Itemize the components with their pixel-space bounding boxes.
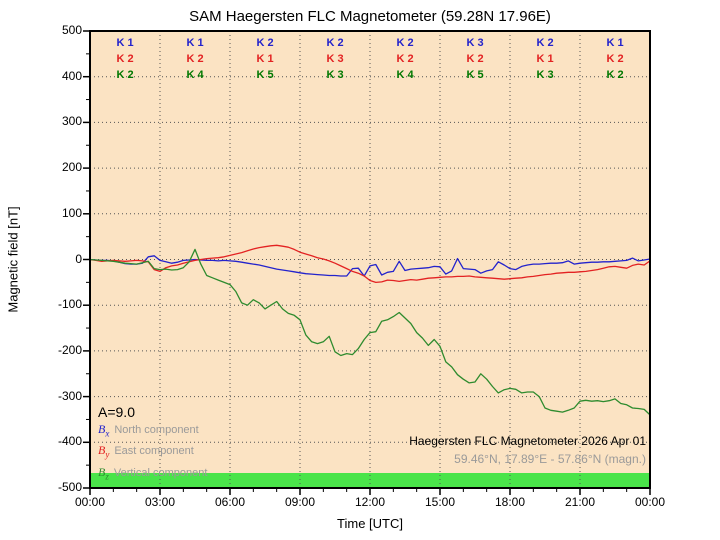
y-axis-label: Magnetic field [nT] — [5, 206, 21, 313]
x-tick-label: 09:00 — [284, 495, 316, 509]
series-line-bz — [89, 248, 651, 416]
k-index-bx: K 2 — [396, 37, 414, 49]
x-tick-label: 18:00 — [494, 495, 526, 509]
k-index-by: K 2 — [466, 53, 484, 65]
series-line-bx — [89, 255, 651, 277]
bx-symbol: Bx — [98, 422, 110, 439]
k-index-bz: K 4 — [186, 69, 204, 81]
y-tick-label: 0 — [75, 251, 82, 266]
station-coords-caption: 59.46°N, 17.89°E - 57.86°N (magn.) — [454, 452, 646, 466]
by-symbol: By — [98, 443, 110, 460]
x-tick-label: 12:00 — [354, 495, 386, 509]
legend-item-north: Bx North component — [98, 421, 207, 442]
k-index-bz: K 2 — [116, 69, 134, 81]
k-index-bx: K 1 — [606, 37, 624, 49]
page-title: SAM Haegersten FLC Magnetometer (59.28N … — [189, 8, 551, 25]
x-tick-label: 06:00 — [214, 495, 246, 509]
k-index-bz: K 3 — [326, 69, 344, 81]
k-index-bx: K 2 — [536, 37, 554, 49]
x-tick-label: 00:00 — [74, 495, 106, 509]
legend-item-east: By East component — [98, 442, 207, 463]
k-index-bx: K 1 — [116, 37, 134, 49]
k-index-by: K 2 — [116, 53, 134, 65]
legend-item-vertical: Bz Vertical component — [98, 464, 207, 485]
y-tick-label: -100 — [57, 297, 82, 312]
station-date-caption: Haegersten FLC Magnetometer 2026 Apr 01 — [409, 434, 646, 448]
k-index-bx: K 2 — [326, 37, 344, 49]
k-index-bz: K 3 — [536, 69, 554, 81]
legend-label-north: North component — [114, 424, 199, 436]
k-index-bx: K 3 — [466, 37, 484, 49]
legend-label-vertical: Vertical component — [113, 466, 208, 479]
k-index-bz: K 5 — [466, 69, 484, 81]
k-index-bx: K 1 — [186, 37, 204, 49]
legend-label-east: East component — [114, 445, 194, 458]
y-tick-label: 100 — [61, 205, 82, 220]
x-tick-label: 15:00 — [424, 495, 456, 509]
x-tick-label: 21:00 — [564, 495, 596, 509]
k-index-by: K 3 — [326, 53, 344, 65]
k-index-by: K 2 — [396, 53, 414, 65]
legend: Bx North component By East component Bz Ver… — [98, 421, 207, 485]
k-index-bx: K 2 — [256, 37, 274, 49]
x-axis-label: Time [UTC] — [337, 516, 403, 531]
x-tick-label: 03:00 — [144, 495, 176, 509]
a-index-value: A=9.0 — [98, 404, 135, 420]
k-index-by: K 2 — [186, 53, 204, 65]
activity-bar — [90, 473, 650, 488]
y-tick-label: 200 — [61, 160, 82, 175]
x-tick-label: 00:00 — [634, 495, 666, 509]
series-line-by — [89, 244, 651, 284]
k-index-bz: K 2 — [606, 69, 624, 81]
y-tick-label: 300 — [61, 114, 82, 129]
y-tick-label: -200 — [57, 342, 82, 357]
y-tick-label: 500 — [61, 23, 82, 37]
y-tick-label: -300 — [57, 388, 82, 403]
bz-symbol: Bz — [98, 464, 109, 482]
y-tick-label: 400 — [61, 68, 82, 83]
y-tick-label: -500 — [57, 480, 82, 494]
k-index-by: K 1 — [536, 53, 554, 65]
k-index-by: K 1 — [256, 53, 274, 65]
axis-frame — [89, 30, 651, 489]
k-index-bz: K 5 — [256, 69, 274, 81]
k-index-bz: K 4 — [396, 69, 414, 81]
k-index-by: K 2 — [606, 53, 624, 65]
y-tick-label: -400 — [57, 434, 82, 449]
